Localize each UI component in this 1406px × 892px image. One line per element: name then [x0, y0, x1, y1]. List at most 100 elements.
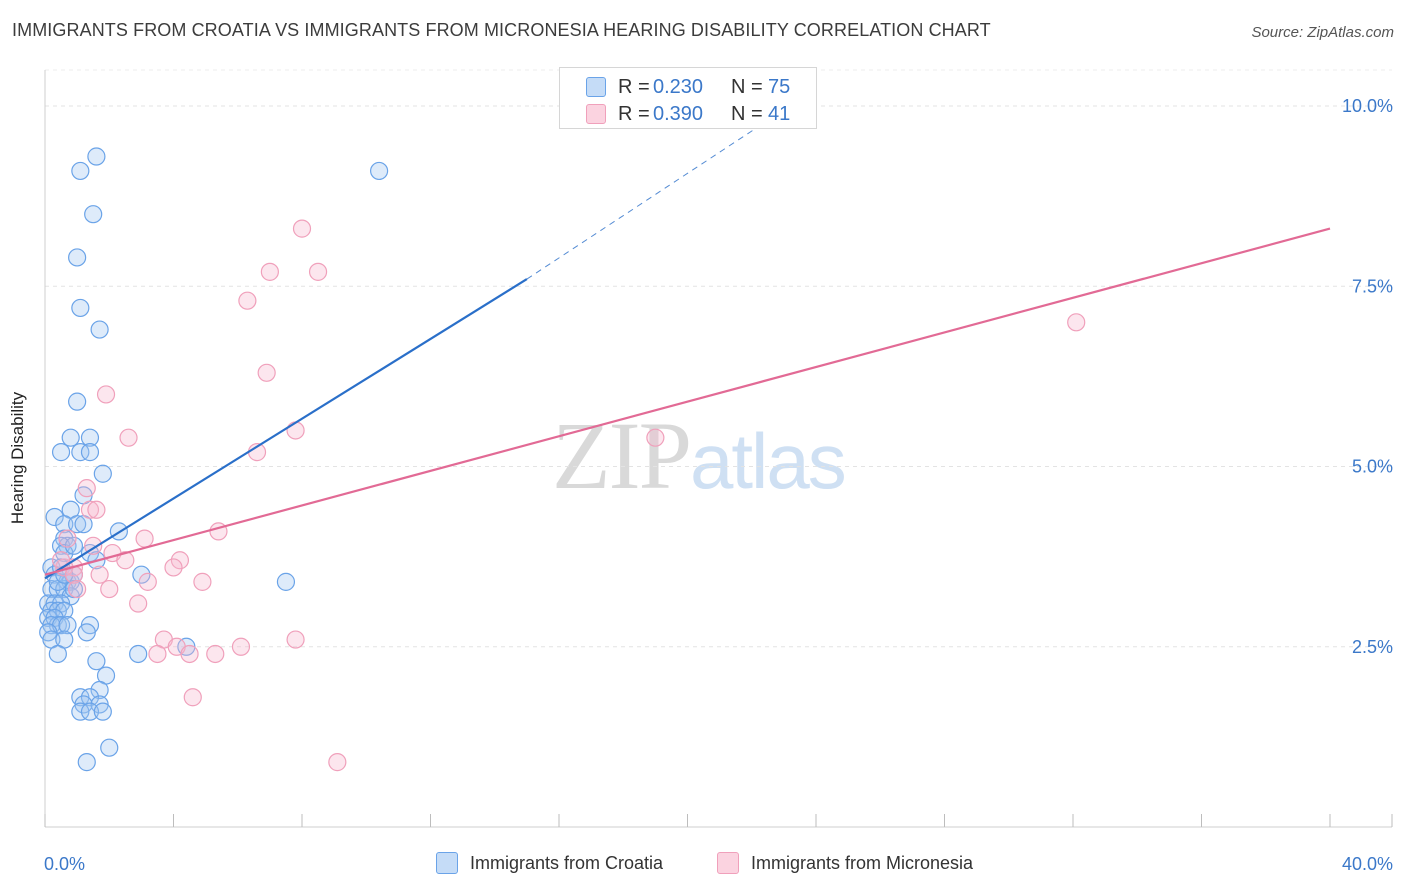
micronesia-point — [292, 219, 312, 238]
micronesia-point — [148, 644, 167, 664]
r-value: 0.230 — [653, 75, 704, 98]
micronesia-point — [135, 529, 154, 548]
micronesia-point — [1067, 313, 1086, 332]
micronesia-point — [183, 688, 202, 707]
micronesia-point — [164, 558, 183, 577]
croatia-point — [71, 161, 90, 181]
micronesia-legend-label: Immigrants from Micronesia — [751, 852, 974, 873]
micronesia-point — [119, 428, 138, 447]
micronesia-point — [68, 579, 87, 599]
series-legend: Immigrants from Croatia Immigrants from … — [0, 850, 1406, 880]
tick-label-layer: 2.5% 5.0% 7.5% 10.0% 0.0% 40.0% — [44, 96, 1393, 874]
micronesia-point — [100, 579, 119, 599]
micronesia-point — [308, 262, 328, 281]
croatia-point — [71, 702, 90, 721]
croatia-point — [84, 205, 103, 224]
croatia-point — [55, 579, 74, 599]
micronesia-point — [286, 421, 305, 440]
croatia-point — [80, 443, 100, 462]
croatia-swatch — [586, 77, 606, 97]
croatia-point — [276, 572, 296, 591]
legend-item-micronesia[interactable]: Immigrants from Micronesia — [717, 852, 973, 874]
micronesia-legend-swatch — [717, 852, 739, 874]
micronesia-point — [80, 500, 100, 519]
croatia-point — [68, 248, 87, 267]
croatia-point — [87, 652, 106, 671]
micronesia-point — [51, 551, 71, 570]
r-label: R = — [618, 75, 650, 98]
micronesia-point — [238, 291, 257, 310]
croatia-point — [129, 644, 148, 664]
y-tick-label: 10.0% — [1342, 96, 1393, 116]
croatia-point — [77, 623, 96, 642]
grid-layer — [45, 69, 1392, 648]
micronesia-point — [231, 637, 251, 656]
croatia-point — [132, 565, 151, 584]
croatia-point — [93, 702, 112, 721]
micronesia-point — [96, 385, 116, 404]
micronesia-point — [260, 262, 279, 281]
croatia-point — [55, 515, 74, 534]
watermark-atlas: atlas — [690, 417, 847, 505]
points-layer — [39, 147, 1086, 772]
croatia-point — [58, 616, 77, 635]
croatia-point — [80, 428, 100, 447]
croatia-point — [100, 738, 119, 757]
micronesia-point — [138, 572, 157, 591]
croatia-point — [61, 428, 80, 447]
croatia-point — [45, 507, 64, 527]
croatia-point — [51, 443, 71, 462]
micronesia-point — [116, 551, 135, 570]
x-tick-label: 0.0% — [44, 854, 85, 874]
legend-item-croatia[interactable]: Immigrants from Croatia — [436, 852, 663, 874]
n-label: N = — [731, 75, 763, 98]
micronesia-point — [193, 572, 212, 591]
croatia-point — [71, 443, 90, 462]
y-tick-label: 7.5% — [1352, 276, 1393, 296]
croatia-point — [87, 147, 106, 166]
croatia-point — [93, 464, 112, 483]
croatia-point — [370, 161, 389, 181]
r-value: 0.390 — [653, 102, 704, 125]
croatia-point — [42, 579, 61, 599]
correlation-legend: R = 0.230 N = 75 R = 0.390 N = 41 — [559, 67, 817, 129]
croatia-point — [77, 753, 96, 772]
micronesia-point — [170, 551, 190, 570]
n-label: N = — [731, 102, 763, 125]
micronesia-point — [646, 428, 665, 447]
micronesia-swatch — [586, 104, 606, 124]
micronesia-point — [77, 479, 96, 498]
n-value: 41 — [768, 102, 791, 125]
chart-title: IMMIGRANTS FROM CROATIA VS IMMIGRANTS FR… — [12, 20, 991, 40]
micronesia-point — [180, 644, 199, 664]
source-credit: Source: ZipAtlas.com — [1251, 24, 1394, 41]
micronesia-point — [257, 363, 276, 382]
micronesia-point — [129, 594, 148, 613]
croatia-point — [68, 515, 87, 534]
micronesia-point — [206, 644, 225, 664]
y-tick-label: 5.0% — [1352, 457, 1393, 477]
croatia-trend-line — [44, 278, 528, 580]
croatia-point — [48, 644, 67, 664]
n-value: 75 — [768, 75, 791, 98]
croatia-point — [64, 536, 84, 555]
micronesia-point — [286, 630, 305, 649]
croatia-trend-extension — [526, 120, 769, 280]
micronesia-point — [90, 565, 109, 584]
croatia-point — [80, 688, 100, 707]
micronesia-point — [58, 529, 77, 548]
micronesia-point — [87, 500, 106, 519]
croatia-point — [68, 392, 87, 411]
croatia-point — [71, 298, 90, 318]
micronesia-trend-line — [44, 227, 1331, 576]
croatia-legend-swatch — [436, 852, 458, 874]
croatia-point — [90, 680, 109, 700]
croatia-point — [90, 320, 109, 339]
micronesia-point — [328, 753, 347, 772]
croatia-point — [80, 702, 100, 721]
croatia-legend-label: Immigrants from Croatia — [470, 852, 664, 873]
x-tick-label: 40.0% — [1342, 854, 1393, 874]
y-tick-label: 2.5% — [1352, 637, 1393, 657]
trend-layer — [44, 120, 1331, 580]
